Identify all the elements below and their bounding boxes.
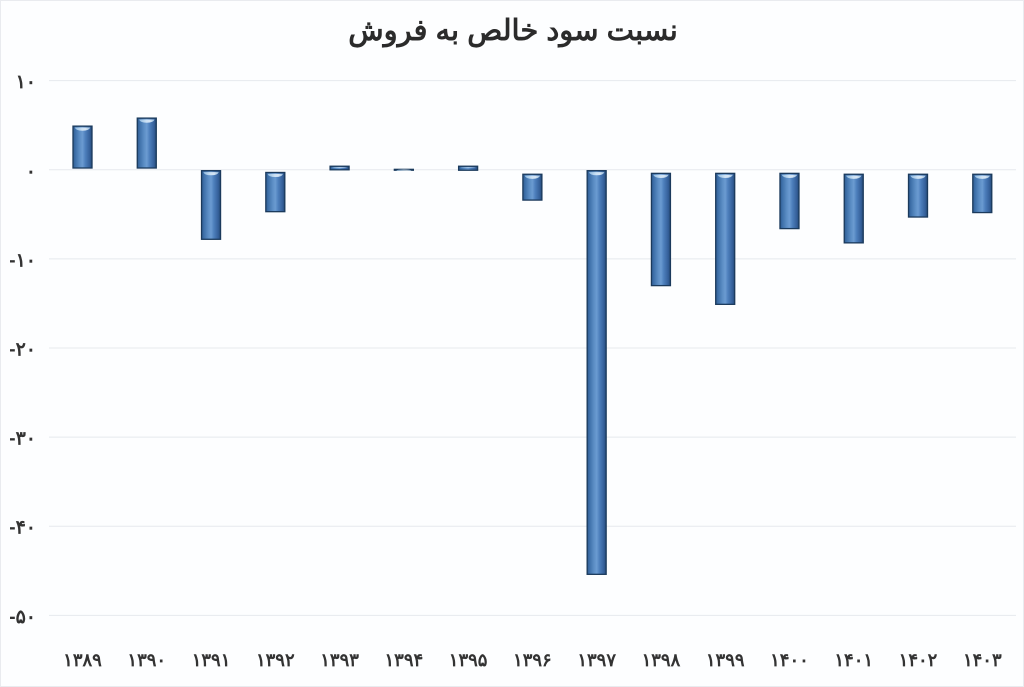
svg-text:۱۰: ۱۰ xyxy=(16,72,36,93)
svg-text:-۱۰: -۱۰ xyxy=(9,250,36,271)
svg-text:۱۴۰۱: ۱۴۰۱ xyxy=(834,650,873,670)
svg-text:-۲۰: -۲۰ xyxy=(9,340,36,361)
svg-text:۱۳۹۱: ۱۳۹۱ xyxy=(192,650,231,670)
svg-text:۱۳۸۹: ۱۳۸۹ xyxy=(63,650,102,670)
svg-text:۱۳۹۹: ۱۳۹۹ xyxy=(706,650,745,670)
svg-text:۱۴۰۲: ۱۴۰۲ xyxy=(899,650,938,670)
svg-text:۱۳۹۵: ۱۳۹۵ xyxy=(449,650,488,670)
svg-text:-۵۰: -۵۰ xyxy=(9,607,36,628)
svg-text:۱۳۹۳: ۱۳۹۳ xyxy=(320,650,359,670)
svg-text:۱۴۰۰: ۱۴۰۰ xyxy=(770,650,809,670)
svg-text:۱۳۹۷: ۱۳۹۷ xyxy=(577,650,616,670)
svg-text:۱۳۹۸: ۱۳۹۸ xyxy=(642,650,681,670)
svg-text:۱۳۹۰: ۱۳۹۰ xyxy=(127,650,166,670)
svg-text:۱۳۹۴: ۱۳۹۴ xyxy=(385,650,424,670)
svg-text:-۳۰: -۳۰ xyxy=(9,429,36,450)
svg-text:۱۳۹۲: ۱۳۹۲ xyxy=(256,650,295,670)
svg-text:-۴۰: -۴۰ xyxy=(9,518,36,539)
svg-text:۱۳۹۶: ۱۳۹۶ xyxy=(513,650,552,670)
svg-text:۱۴۰۳: ۱۴۰۳ xyxy=(963,650,1002,670)
svg-text:۰: ۰ xyxy=(26,161,36,182)
